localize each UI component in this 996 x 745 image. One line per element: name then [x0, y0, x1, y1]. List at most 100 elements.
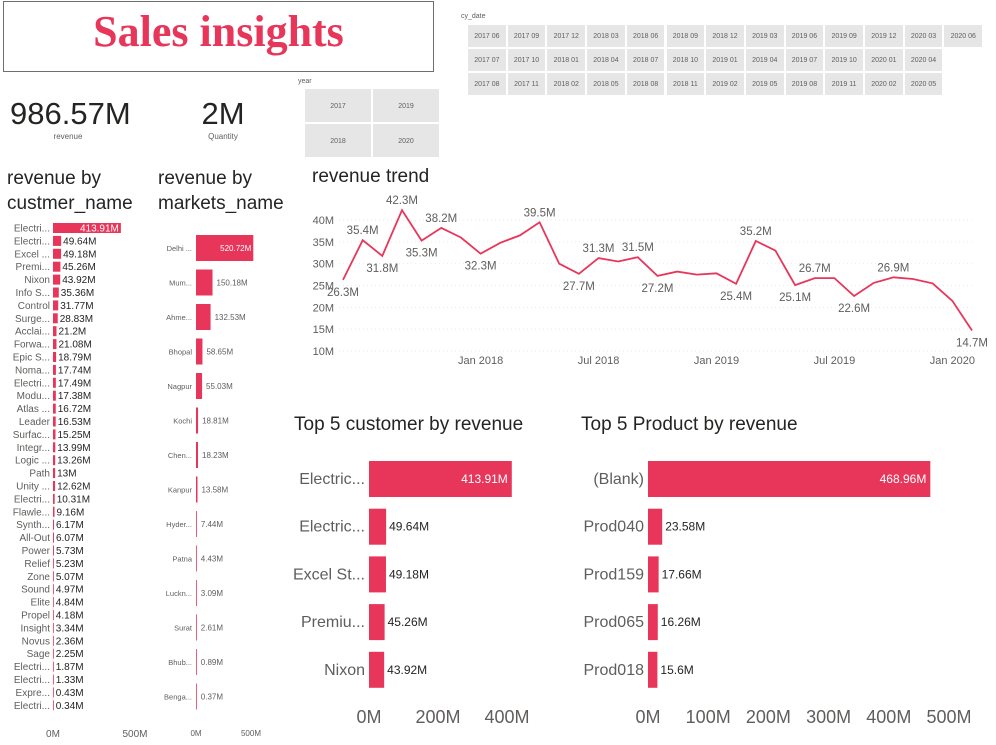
axis-tick: 400M: [866, 707, 911, 727]
date-tile[interactable]: 2019 07: [784, 48, 825, 72]
date-tile[interactable]: 2017 08: [467, 72, 507, 96]
category-label: Electri...: [14, 662, 50, 673]
date-tile[interactable]: 2018 08: [625, 72, 666, 96]
bar: [196, 373, 203, 399]
top5-product-chart: (Blank) 468.96M Prod040 23.58M Prod159 17.66M…: [584, 461, 972, 727]
category-label: Novus: [22, 636, 50, 647]
date-tile[interactable]: 2018 05: [586, 72, 626, 96]
axis-tick: 400M: [484, 707, 529, 727]
year-tile[interactable]: 2018: [304, 123, 372, 158]
trend-chart-title: revenue trend: [312, 166, 430, 187]
y-tick: 25M: [313, 281, 334, 293]
date-tile[interactable]: 2019 10: [824, 48, 864, 72]
bar: [53, 700, 54, 711]
category-label: Nixon: [24, 275, 50, 286]
date-tile[interactable]: 2020 03: [903, 24, 944, 48]
date-tile[interactable]: 2019 03: [744, 24, 785, 48]
date-tile[interactable]: 2020 05: [903, 72, 944, 96]
data-label: 31.8M: [366, 263, 398, 275]
date-tile[interactable]: 2018 10: [665, 48, 706, 72]
date-tile[interactable]: 2020 04: [903, 48, 944, 72]
category-label: Nagpur: [167, 382, 192, 391]
date-tile[interactable]: 2018 07: [625, 48, 666, 72]
category-label: Unity ...: [16, 482, 50, 493]
data-label: 0.43M: [56, 688, 84, 699]
category-label: Synth...: [16, 520, 50, 531]
category-label: Sage: [27, 649, 51, 660]
data-label: 132.53M: [215, 313, 246, 322]
bar: [369, 556, 386, 593]
data-label: 17.49M: [58, 378, 91, 389]
category-label: Ahme...: [166, 313, 192, 322]
data-label: 4.84M: [56, 598, 84, 609]
bar: [53, 248, 62, 259]
category-label: Benga...: [164, 693, 192, 702]
data-label: 5.23M: [56, 559, 84, 570]
category-label: Surat: [174, 624, 193, 633]
date-tile[interactable]: 2019 02: [705, 72, 745, 96]
date-tile[interactable]: 2019 01: [705, 48, 745, 72]
date-tile[interactable]: 2018 02: [546, 72, 587, 96]
bar: [53, 287, 59, 298]
data-label: 31.5M: [622, 242, 654, 254]
year-tile[interactable]: 2019: [372, 88, 440, 123]
date-tile[interactable]: 2018 12: [705, 24, 745, 48]
data-label: 27.7M: [563, 281, 595, 293]
date-tile[interactable]: 2019 08: [784, 72, 825, 96]
date-tile[interactable]: 2019 11: [824, 72, 864, 96]
data-label: 31.77M: [60, 301, 93, 312]
category-label: Premi...: [16, 262, 50, 273]
category-label: Luckn...: [166, 589, 192, 598]
date-tile[interactable]: 2018 09: [665, 24, 706, 48]
year-tile[interactable]: 2017: [304, 88, 372, 123]
category-label: Excel St...: [293, 566, 365, 583]
date-tile[interactable]: 2017 10: [506, 48, 547, 72]
y-tick: 20M: [313, 302, 334, 314]
data-label: 6.07M: [56, 533, 84, 544]
date-tile[interactable]: 2018 04: [586, 48, 626, 72]
date-tile[interactable]: 2018 01: [546, 48, 587, 72]
date-tile[interactable]: 2017 12: [546, 24, 587, 48]
date-tile[interactable]: 2020 06: [943, 24, 984, 48]
date-tile[interactable]: 2019 04: [744, 48, 785, 72]
x-tick: Jan 2019: [694, 355, 739, 367]
data-label: 21.08M: [58, 340, 91, 351]
date-tile[interactable]: 2019 09: [824, 24, 864, 48]
category-label: Control: [18, 301, 50, 312]
category-label: Modu...: [17, 391, 50, 402]
date-tile[interactable]: 2019 12: [864, 24, 904, 48]
bar: [53, 377, 56, 388]
date-tile[interactable]: 2017 11: [506, 72, 547, 96]
date-tile[interactable]: 2018 03: [586, 24, 626, 48]
category-label: Bhopal: [169, 348, 193, 357]
date-tile[interactable]: 2018 11: [665, 72, 706, 96]
date-tile[interactable]: 2019 05: [744, 72, 785, 96]
data-label: 35.4M: [347, 225, 379, 237]
category-label: Sound: [21, 585, 50, 596]
date-tile[interactable]: 2017 07: [467, 48, 507, 72]
data-label: 150.18M: [217, 279, 248, 288]
date-tile[interactable]: 2020 02: [864, 72, 904, 96]
data-label: 13.58M: [201, 486, 228, 495]
bar: [53, 326, 57, 337]
date-tile[interactable]: 2019 06: [784, 24, 825, 48]
date-tile[interactable]: 2018 06: [625, 24, 666, 48]
bar: [53, 532, 54, 543]
x-tick: Jul 2018: [578, 355, 620, 367]
date-tile[interactable]: 2017 09: [506, 24, 547, 48]
date-slicer: 2017 06 2017 09 2017 12 2018 03 2018 06 2018 …: [467, 24, 987, 96]
customer-chart-title-line1: revenue by: [7, 168, 102, 189]
bar: [53, 339, 57, 350]
year-tile[interactable]: 2020: [372, 123, 440, 158]
year-slicer-title: year: [298, 78, 312, 85]
date-tile[interactable]: 2020 01: [864, 48, 904, 72]
data-label: 1.87M: [56, 662, 84, 673]
top5-product-title: Top 5 Product by revenue: [581, 414, 798, 435]
bar: [53, 364, 56, 375]
data-label: 21.2M: [58, 327, 86, 338]
date-tile[interactable]: 2017 06: [467, 24, 507, 48]
data-label: 2.61M: [201, 624, 224, 633]
category-label: Prod040: [584, 519, 645, 536]
axis-tick: 500M: [122, 729, 147, 740]
kpi-quantity-value: 2M: [201, 96, 245, 131]
